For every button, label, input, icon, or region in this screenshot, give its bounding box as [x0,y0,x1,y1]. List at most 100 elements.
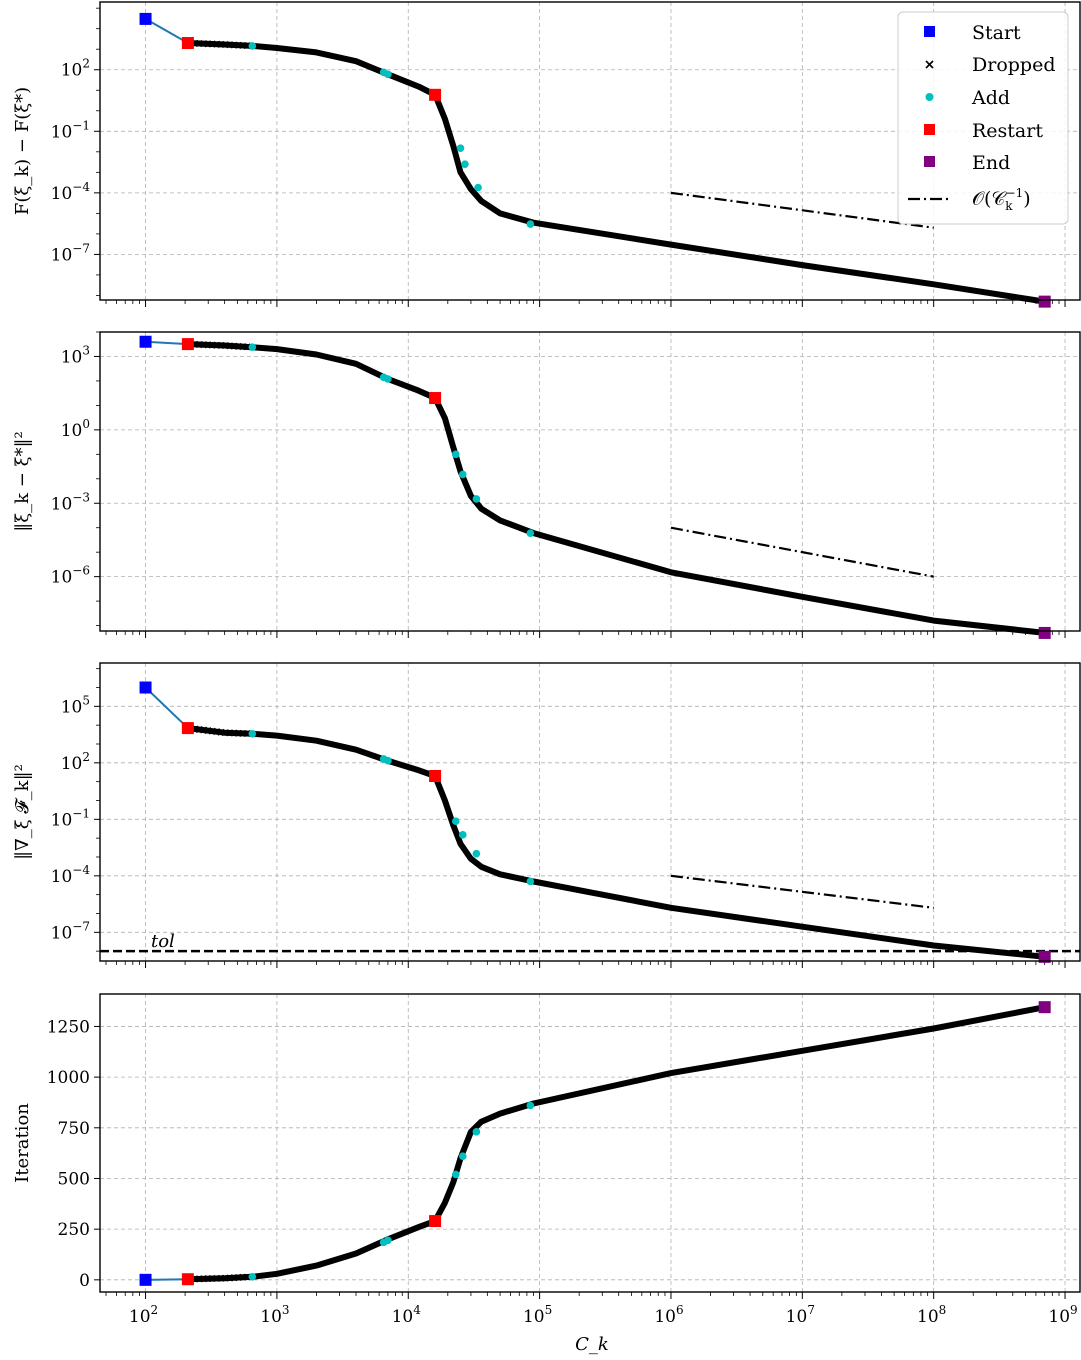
end-marker [1038,950,1051,963]
y-axis-label: ‖∇_ξ 𝓕_k‖² [12,764,33,860]
start-marker [139,1273,152,1286]
restart-marker [181,1273,194,1286]
add-marker [458,1152,467,1160]
y-tick-label: 10−7 [51,919,90,943]
add-marker [526,877,535,886]
legend-end-marker [924,156,935,167]
trajectory-line [184,725,1048,960]
legend-start-label: Start [972,22,1021,44]
y-tick-label: 102 [61,57,90,81]
legend-order-label: 𝒪(𝒞k−1) [972,186,1031,213]
restart-marker [181,338,194,351]
y-tick-label: 10−3 [51,490,90,514]
plot-frame [99,331,1081,632]
add-marker [458,470,467,479]
y-tick-label: 10−7 [51,241,90,265]
start-link-line [145,340,188,346]
y-axis-label: Iteration [12,1103,33,1183]
add-marker [384,756,392,765]
add-marker [456,144,465,152]
add-marker [451,817,460,825]
add-marker [461,160,469,168]
y-tick-label: 10−4 [51,863,91,887]
y-tick-label: 105 [61,693,90,717]
x-tick-label: 102 [129,1303,158,1327]
add-marker [451,1170,460,1179]
trajectory-line [184,341,1048,636]
legend-restart-label: Restart [972,120,1043,142]
add-marker [458,831,467,839]
y-tick-label: 102 [61,750,90,774]
y-tick-label: 100 [61,417,90,441]
reference-slope-line [670,191,934,229]
reference-slope-line [670,874,934,909]
x-tick-label: 104 [392,1303,422,1327]
add-marker [248,1272,257,1281]
panel-2: 103 100 10−3 10−6 ‖ξ_k − ξ*‖² [12,331,1081,639]
legend-dropped-marker [925,60,934,69]
x-tick-label: 109 [1048,1303,1077,1327]
start-marker [139,335,152,348]
y-tick-label: 1250 [47,1017,90,1037]
y-tick-label: 1000 [47,1068,90,1088]
plot-frame [99,993,1081,1293]
panel-4: 0 250 500 750 1000 1250 Iteration 102 103 104 105 1… [12,993,1081,1355]
restart-marker [429,392,442,405]
x-tick-label: 108 [917,1303,946,1327]
add-marker [472,849,481,858]
y-tick-label: 10−1 [51,806,90,830]
y-tick-label: 10−1 [51,118,90,142]
start-marker [139,12,152,25]
legend-add-label: Add [971,87,1010,109]
restart-marker [181,37,194,50]
add-marker [248,42,257,50]
y-tick-label: 10−6 [51,564,90,588]
x-axis-label: C_k [575,1334,609,1355]
y-tick-label: 250 [58,1220,90,1240]
legend-restart-marker [924,124,935,135]
y-tick-label: 750 [58,1119,90,1139]
reference-slope-line [670,526,934,578]
legend-end-label: End [972,152,1010,174]
start-marker [139,681,152,694]
legend: Start Dropped Add Restart End 𝒪(𝒞k−1) [897,11,1069,225]
y-axis-label: ‖ξ_k − ξ*‖² [12,431,33,531]
add-marker [384,70,392,79]
restart-marker [429,769,442,782]
legend-start-marker [924,26,935,37]
restart-marker [429,1215,442,1228]
trajectory-line [184,40,1048,305]
start-link-line [145,18,189,44]
start-link-line [145,1278,188,1281]
add-marker [474,183,482,192]
x-tick-label: 103 [260,1303,289,1327]
start-link-line [144,686,189,729]
add-marker [248,729,257,738]
plot-frame [99,1,1081,301]
restart-marker [181,722,194,735]
plot-frame [99,662,1081,962]
add-marker [384,1236,392,1245]
legend-add-marker [925,93,934,101]
y-tick-label: 103 [61,343,90,367]
add-marker [472,495,481,503]
add-marker [384,375,392,383]
add-marker [526,1101,535,1110]
y-tick-label: 0 [79,1271,90,1291]
x-tick-label: 106 [654,1303,683,1327]
add-marker [526,220,535,228]
x-tick-label: 107 [786,1303,815,1327]
add-marker [526,529,535,537]
end-marker [1038,1001,1051,1014]
add-marker [472,1128,481,1136]
legend-frame [897,11,1069,225]
add-marker [451,450,460,459]
add-marker [248,343,257,351]
legend-dropped-label: Dropped [972,54,1056,76]
y-tick-label: 500 [58,1169,90,1189]
tol-label: tol [151,931,175,952]
x-tick-label: 105 [523,1303,552,1327]
end-marker [1038,626,1051,639]
